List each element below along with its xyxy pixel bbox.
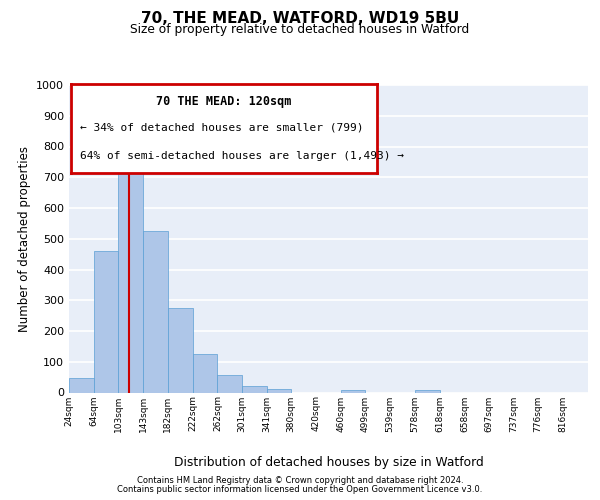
Bar [242, 386, 267, 392]
Bar [193, 354, 217, 393]
Text: 64% of semi-detached houses are larger (1,493) →: 64% of semi-detached houses are larger (… [80, 152, 404, 162]
Text: Size of property relative to detached houses in Watford: Size of property relative to detached ho… [130, 24, 470, 36]
Text: ← 34% of detached houses are smaller (799): ← 34% of detached houses are smaller (79… [80, 123, 364, 133]
Bar [118, 144, 143, 392]
Bar [415, 390, 440, 392]
Text: Distribution of detached houses by size in Watford: Distribution of detached houses by size … [174, 456, 484, 469]
Bar [69, 378, 94, 392]
Bar [341, 390, 365, 392]
Bar [143, 231, 167, 392]
Text: 70, THE MEAD, WATFORD, WD19 5BU: 70, THE MEAD, WATFORD, WD19 5BU [141, 11, 459, 26]
Bar [94, 251, 118, 392]
Bar [167, 308, 193, 392]
Y-axis label: Number of detached properties: Number of detached properties [17, 146, 31, 332]
Bar [267, 388, 291, 392]
Text: 70 THE MEAD: 120sqm: 70 THE MEAD: 120sqm [156, 95, 292, 108]
Bar [217, 375, 242, 392]
Text: Contains public sector information licensed under the Open Government Licence v3: Contains public sector information licen… [118, 485, 482, 494]
Text: Contains HM Land Registry data © Crown copyright and database right 2024.: Contains HM Land Registry data © Crown c… [137, 476, 463, 485]
